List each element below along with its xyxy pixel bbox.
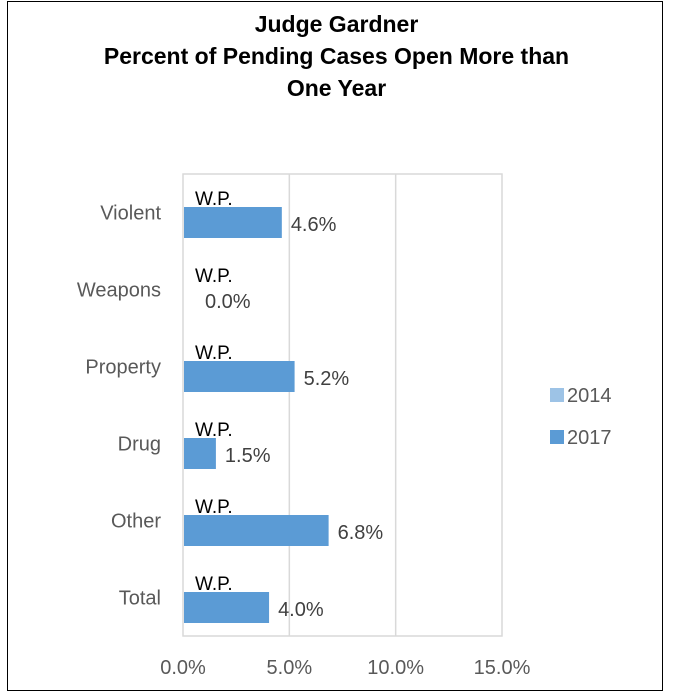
chart-frame [7,1,663,691]
bar-2017 [184,361,295,392]
legend-swatch [550,430,564,444]
x-tick-label: 10.0% [367,657,424,679]
bar-2017 [184,592,270,623]
category-label: Violent [100,203,161,225]
data-label-2014: W.P. [195,497,233,518]
category-label: Drug [118,434,161,456]
data-label-2017: 1.5% [225,445,271,467]
bar-2017 [184,207,282,238]
chart-title-line-3: One Year [286,75,387,101]
chart-title-line-1: Judge Gardner [254,11,419,37]
data-label-2014: W.P. [195,189,233,210]
data-label-2017: 6.8% [338,522,384,544]
category-label: Weapons [77,280,161,302]
chart-title: Judge Gardner Percent of Pending Cases O… [0,8,673,104]
data-label-2014: W.P. [195,266,233,287]
category-label: Property [85,357,161,379]
legend-swatch [550,388,564,402]
x-tick-label: 5.0% [267,657,313,679]
legend-label: 2014 [567,385,612,407]
x-tick-label: 0.0% [160,657,206,679]
category-label: Total [119,588,161,610]
data-label-2014: W.P. [195,574,233,595]
chart-title-line-2: Percent of Pending Cases Open More than [103,43,570,69]
bar-2017 [184,515,329,546]
legend-label: 2017 [567,427,612,449]
data-label-2017: 5.2% [304,368,350,390]
plot-area-border [182,173,503,637]
data-label-2017: 0.0% [205,291,251,313]
data-label-2014: W.P. [195,343,233,364]
data-label-2017: 4.6% [291,214,337,236]
category-label: Other [111,511,161,533]
bar-2017 [184,438,216,469]
x-tick-label: 15.0% [474,657,531,679]
data-label-2017: 4.0% [278,599,324,621]
data-label-2014: W.P. [195,420,233,441]
